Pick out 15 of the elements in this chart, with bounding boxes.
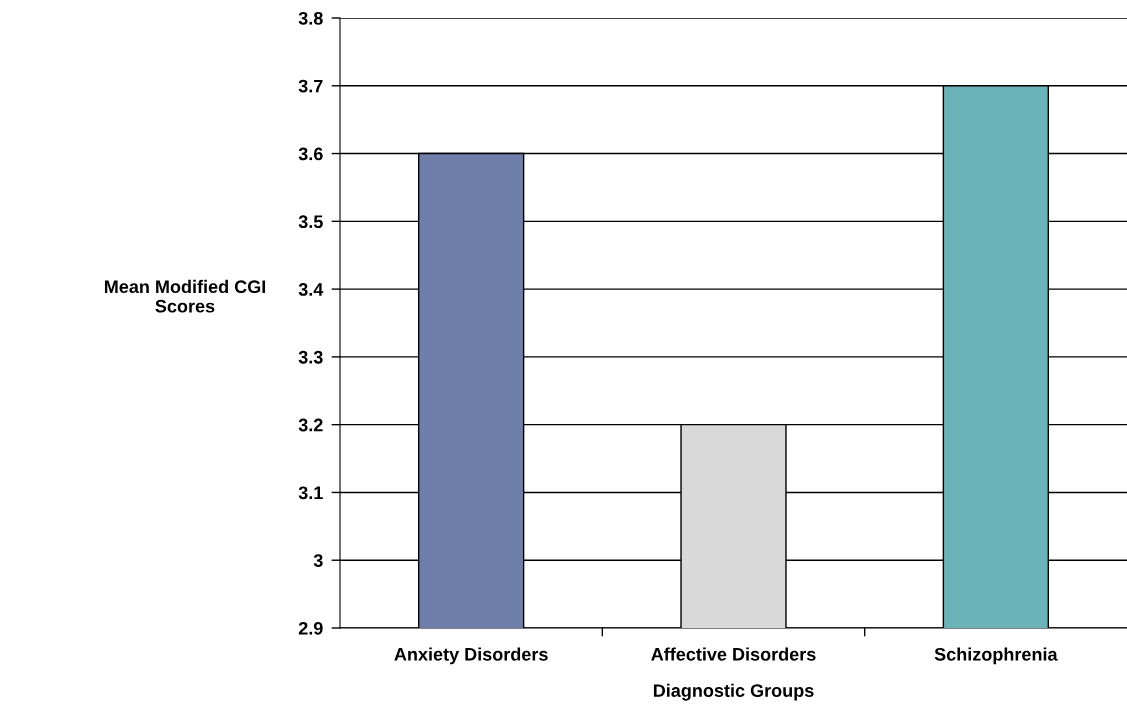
y-tick-label: 2.9 [298, 621, 323, 635]
y-tick-label: 3.4 [298, 283, 324, 296]
y-tick-label: 3.6 [298, 147, 323, 161]
x-tick-label: Anxiety Disorders [394, 647, 548, 665]
y-tick-label: 3.8 [298, 11, 323, 25]
x-axis-title: Diagnostic Groups [653, 683, 814, 701]
y-tick-label: 3.7 [298, 79, 323, 93]
y-tick-label: 3 [313, 554, 323, 567]
y-axis-title: Mean Modified CGI Scores [104, 279, 266, 313]
y-tick-label: 3.2 [298, 418, 323, 432]
y-tick-label: 3.5 [298, 215, 323, 229]
x-tick-label: Affective Disorders [651, 647, 816, 661]
x-tick-label: Schizophrenia [934, 647, 1058, 665]
y-tick-label: 3.1 [298, 486, 323, 500]
y-tick-label: 3.3 [298, 350, 323, 364]
